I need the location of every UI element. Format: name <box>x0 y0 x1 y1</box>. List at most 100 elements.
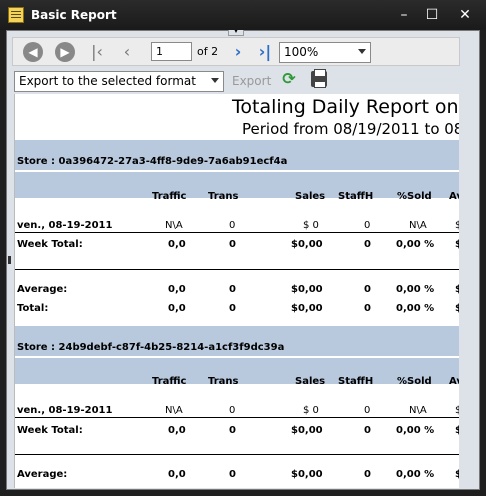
cell-staffh: 0 <box>364 469 371 480</box>
export-button[interactable]: Export <box>232 74 272 88</box>
cell-traffic: 0,0 <box>168 469 186 480</box>
cell-sold: 0,00 % <box>396 239 435 250</box>
page-number-input[interactable] <box>151 42 192 61</box>
cell-traffic: 0,0 <box>168 239 186 250</box>
cell-traffic: N\A <box>165 220 183 231</box>
cell-trans: 0 <box>229 405 236 416</box>
export-format-value: Export to the selected format <box>19 74 196 88</box>
cell-trans: 0 <box>229 284 236 295</box>
page-count-label: of 2 <box>197 45 219 58</box>
column-header: StaffH <box>338 376 374 387</box>
refresh-icon[interactable]: ⟳ <box>282 69 296 88</box>
cell-sold: 0,00 % <box>396 469 435 480</box>
minimize-button[interactable]: – <box>400 7 408 23</box>
cell-sales: $0,00 <box>291 425 323 436</box>
column-header: Sales <box>295 376 326 387</box>
column-header: Av <box>449 191 459 202</box>
column-header: StaffH <box>338 191 374 202</box>
first-page-icon[interactable]: |‹ <box>91 42 103 61</box>
row-divider <box>15 269 459 270</box>
cell-sold: 0,00 % <box>396 303 435 314</box>
cell-traffic: 0,0 <box>168 303 186 314</box>
column-header: %Sold <box>397 376 432 387</box>
cell-staffh: 0 <box>364 303 371 314</box>
band-divider <box>15 356 459 358</box>
column-header-band <box>15 358 459 384</box>
row-divider <box>15 417 459 418</box>
cell-sales: $0,00 <box>291 284 323 295</box>
cell-trans: 0 <box>229 239 236 250</box>
cell-trans: 0 <box>229 220 236 231</box>
toolbar-collapse-handle[interactable]: ▾ <box>228 29 244 36</box>
print-icon[interactable] <box>311 69 327 88</box>
cell-sold: 0,00 % <box>396 425 435 436</box>
cell-sales: $0,00 <box>291 303 323 314</box>
cell-sold: N\A <box>409 405 427 416</box>
cell-traffic: 0,0 <box>168 425 186 436</box>
previous-page-icon[interactable]: ‹ <box>123 42 131 61</box>
cell-avg: $ <box>455 284 459 295</box>
chevron-down-icon <box>211 78 219 83</box>
cell-staffh: 0 <box>364 405 371 416</box>
maximize-button[interactable]: ☐ <box>425 7 439 23</box>
cell-sales: $ 0 <box>303 405 319 416</box>
cell-trans: 0 <box>229 425 236 436</box>
report-toolbar: ◀ ▶ |‹ ‹ of 2 › ›| 100% <box>12 37 460 66</box>
cell-avg: $ <box>455 220 459 231</box>
column-header: %Sold <box>397 191 432 202</box>
store-header: Store : 24b9debf-c87f-4b25-8214-a1cf3f9d… <box>15 326 459 356</box>
last-page-icon[interactable]: ›| <box>258 42 272 61</box>
zoom-select[interactable]: 100% <box>279 42 371 63</box>
cell-traffic: N\A <box>165 405 183 416</box>
day-row-label: ven., 08-19-2011 <box>17 405 113 416</box>
export-format-select[interactable]: Export to the selected format <box>14 71 224 92</box>
report-period: Period from 08/19/2011 to 08/1 <box>242 120 459 138</box>
cell-sales: $ 0 <box>303 220 319 231</box>
column-header: Trans <box>208 191 239 202</box>
cell-staffh: 0 <box>364 239 371 250</box>
forward-icon[interactable]: ▶ <box>55 42 75 62</box>
cell-avg: $ <box>455 469 459 480</box>
average-label: Average: <box>17 469 68 480</box>
back-icon[interactable]: ◀ <box>23 42 43 62</box>
splitter-handle[interactable] <box>8 256 11 264</box>
cell-sold: 0,00 % <box>396 284 435 295</box>
column-header: Trans <box>208 376 239 387</box>
row-divider <box>15 232 459 233</box>
average-label: Average: <box>17 284 68 295</box>
cell-avg: $ <box>455 239 459 250</box>
column-header: Traffic <box>152 191 187 202</box>
next-page-icon[interactable]: › <box>234 42 242 61</box>
column-header: Av <box>449 376 459 387</box>
band-divider <box>15 170 459 172</box>
cell-staffh: 0 <box>364 284 371 295</box>
report-viewer[interactable]: Totaling Daily Report on Op Period from … <box>14 94 459 488</box>
week-total-label: Week Total: <box>17 239 83 250</box>
cell-avg: $ <box>455 425 459 436</box>
cell-sales: $0,00 <box>291 469 323 480</box>
close-button[interactable]: ✕ <box>459 7 471 23</box>
cell-trans: 0 <box>229 303 236 314</box>
column-header: Sales <box>295 191 326 202</box>
cell-avg: $ <box>455 405 459 416</box>
cell-traffic: 0,0 <box>168 284 186 295</box>
cell-sold: N\A <box>409 220 427 231</box>
title-bar: Basic Report – ☐ ✕ <box>0 0 486 30</box>
day-row-label: ven., 08-19-2011 <box>17 220 113 231</box>
cell-staffh: 0 <box>364 220 371 231</box>
chevron-down-icon <box>358 49 366 54</box>
total-label: Total: <box>17 303 49 314</box>
row-divider <box>15 454 459 455</box>
cell-sales: $0,00 <box>291 239 323 250</box>
window-title: Basic Report <box>31 8 117 22</box>
cell-avg: $ <box>455 303 459 314</box>
week-total-label: Week Total: <box>17 425 83 436</box>
store-header: Store : 0a396472-27a3-4ff8-9de9-7a6ab91e… <box>15 140 459 170</box>
app-icon <box>8 7 24 23</box>
column-header: Traffic <box>152 376 187 387</box>
cell-trans: 0 <box>229 469 236 480</box>
report-title: Totaling Daily Report on Op <box>232 96 459 118</box>
column-header-band <box>15 172 459 198</box>
cell-staffh: 0 <box>364 425 371 436</box>
zoom-value: 100% <box>284 45 319 59</box>
